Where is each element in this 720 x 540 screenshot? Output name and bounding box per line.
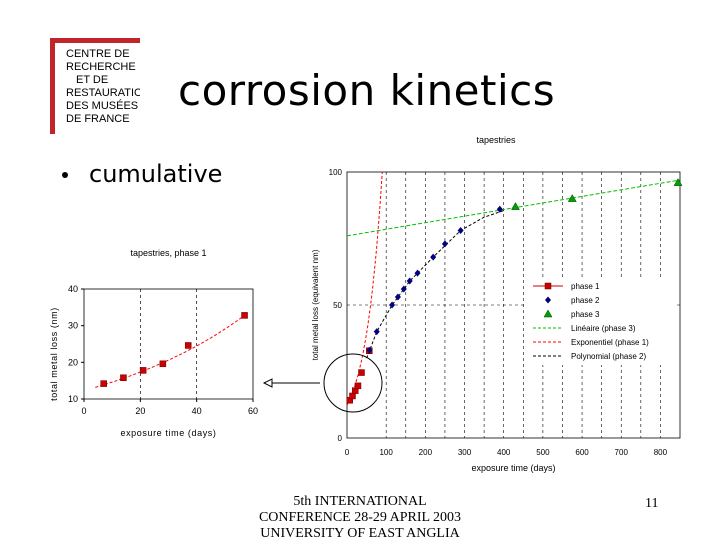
footer-line-1: 5th INTERNATIONAL (293, 494, 427, 509)
y-tick-label: 50 (333, 301, 342, 310)
data-point (159, 360, 167, 368)
slide-title: corrosion kinetics (178, 66, 556, 115)
bullet-dot (62, 172, 68, 178)
legend-background (527, 279, 675, 365)
legend-label: phase 2 (571, 296, 600, 305)
x-tick-label: 40 (192, 406, 202, 416)
data-point (184, 342, 192, 349)
logo-text-line: DE FRANCE (66, 113, 130, 125)
legend-label: Polynomial (phase 2) (571, 352, 646, 361)
x-tick-label: 700 (615, 448, 629, 457)
y-tick-label: 100 (329, 168, 343, 177)
chart-phase1: tapestries, phase 1 10 20 30 40 0 20 40 60 exposu… (49, 248, 258, 438)
trend-line (95, 312, 248, 388)
data-point (394, 293, 401, 301)
data-point (389, 301, 396, 309)
data-point (457, 227, 464, 235)
data-point (414, 269, 421, 277)
x-tick-label: 600 (575, 448, 589, 457)
legend-label: Linéaire (phase 3) (571, 324, 636, 333)
data-point (358, 369, 365, 376)
data-point (441, 240, 448, 248)
plot-frame (346, 171, 681, 439)
trend-line-polynomial (366, 210, 504, 359)
x-axis-label: exposure time (days) (471, 463, 555, 473)
footer: 5th INTERNATIONAL CONFERENCE 28-29 APRIL… (240, 494, 480, 540)
chart-title: tapestries, phase 1 (130, 248, 206, 258)
data-point (567, 194, 577, 202)
data-point (400, 285, 407, 293)
bullet-text: cumulative (89, 160, 223, 188)
highlight-circle (323, 353, 383, 413)
legend-label: phase 3 (571, 310, 600, 319)
x-tick-label: 200 (419, 448, 433, 457)
x-axis-label: exposure time (days) (120, 428, 216, 438)
x-tick-label: 20 (135, 406, 145, 416)
x-tick-label: 0 (81, 406, 86, 416)
legend: phase 1 phase 2 phase 3 Linéaire (phase 3) E… (527, 279, 675, 365)
data-point (120, 374, 127, 381)
data-point (373, 328, 380, 336)
x-tick-label: 0 (345, 448, 350, 457)
footer-line-3: UNIVERSITY OF EAST ANGLIA (260, 526, 460, 540)
legend-marker (543, 309, 553, 318)
y-tick-label: 30 (68, 321, 78, 331)
data-point (241, 312, 248, 319)
x-tick-label: 400 (497, 448, 511, 457)
x-tick-label: 500 (536, 448, 550, 457)
logo-text-line: RESTAURATION (66, 87, 140, 99)
y-tick-label: 20 (68, 357, 78, 367)
plot-frame (83, 288, 254, 400)
y-tick-label: 0 (338, 434, 343, 443)
logo-text-line: ET DE (76, 74, 108, 86)
data-point (100, 380, 107, 387)
x-tick-label: 60 (248, 406, 258, 416)
chart-title: tapestries (476, 135, 516, 145)
legend-marker (544, 282, 552, 290)
data-point (366, 346, 373, 354)
page-number: 11 (645, 496, 659, 511)
footer-line-2: CONFERENCE 28-29 APRIL 2003 (258, 510, 462, 525)
legend-marker (545, 296, 551, 304)
y-tick-label: 40 (68, 284, 78, 294)
x-tick-label: 800 (654, 448, 668, 457)
chart-tapestries: tapestries 0 50 100 0 100 200 300 400 500 600 700 80… (311, 135, 683, 473)
callout-arrow-head (262, 378, 273, 388)
legend-label: Exponentiel (phase 1) (571, 338, 649, 347)
logo-text-line: DES MUSÉES (66, 99, 138, 112)
x-tick-label: 100 (379, 448, 393, 457)
data-point (406, 277, 413, 285)
data-point (673, 178, 683, 186)
y-axis-label: total metal loss (equivalent nm) (311, 249, 320, 360)
data-point (354, 382, 362, 390)
data-point (430, 253, 437, 261)
y-axis-label: total metal loss (nm) (49, 307, 59, 401)
data-point (496, 205, 503, 213)
legend-label: phase 1 (571, 282, 600, 291)
logo-text-line: RECHERCHE (66, 61, 136, 73)
x-tick-label: 300 (458, 448, 472, 457)
data-point (139, 367, 147, 374)
y-tick-label: 10 (68, 394, 78, 404)
logo-text-line: CENTRE DE (66, 48, 130, 60)
data-point (511, 202, 520, 210)
